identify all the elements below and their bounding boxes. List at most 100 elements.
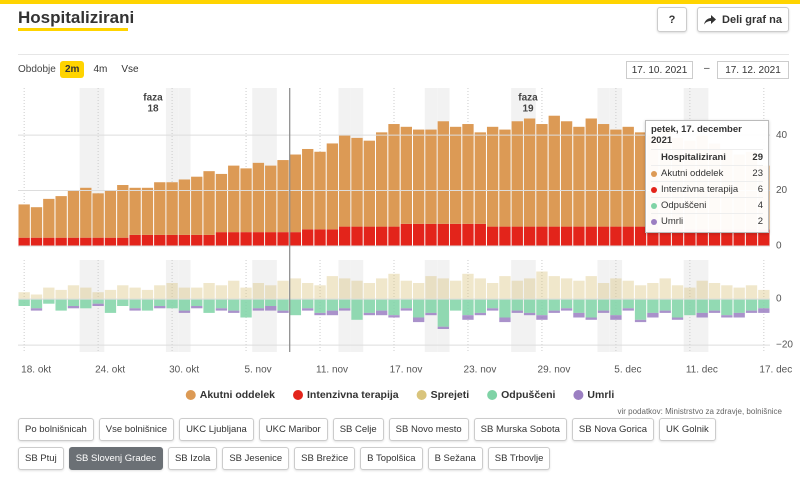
legend-label: Sprejeti	[431, 389, 470, 401]
date-from[interactable]: 17. 10. 2021	[626, 61, 693, 79]
bar	[228, 165, 240, 233]
help-button[interactable]: ?	[657, 7, 687, 32]
bar	[425, 129, 437, 224]
filter-button[interactable]: B Sežana	[427, 447, 483, 470]
bar	[92, 299, 104, 304]
filter-button[interactable]: SB Novo mesto	[388, 418, 469, 441]
period-options: 2m 4m Vse	[60, 61, 144, 78]
bar	[92, 237, 104, 246]
bar	[339, 308, 351, 311]
bar	[449, 223, 462, 246]
bar	[18, 299, 30, 306]
bar	[388, 226, 400, 246]
bar	[191, 287, 203, 300]
bar	[745, 285, 758, 300]
y-tick-label: 0	[776, 241, 782, 252]
tooltip-row: Hospitalizirani 29	[651, 149, 763, 165]
period-option[interactable]: 4m	[93, 64, 108, 75]
filter-button[interactable]: B Topolšica	[360, 447, 423, 470]
filter-button[interactable]: SB Slovenj Gradec	[68, 447, 163, 470]
bar	[536, 299, 548, 316]
filter-button[interactable]: Vse bolnišnice	[98, 418, 175, 441]
filter-button[interactable]: UK Golnik	[659, 418, 716, 441]
date-to[interactable]: 17. 12. 2021	[717, 61, 789, 79]
share-button[interactable]: Deli graf na	[697, 7, 789, 32]
period-option[interactable]: Vse	[121, 64, 139, 75]
bar	[499, 226, 511, 246]
bar	[314, 229, 326, 246]
filter-button[interactable]: SB Murska Sobota	[473, 418, 567, 441]
bar	[647, 299, 659, 313]
filter-button[interactable]: UKC Ljubljana	[179, 418, 254, 441]
tooltip-value: 23	[752, 168, 763, 179]
bar	[634, 226, 647, 246]
bar	[721, 229, 733, 246]
bar	[622, 226, 634, 246]
tooltip-value: 4	[757, 200, 763, 211]
legend: Akutni oddelek Intenzivna terapija Sprejet…	[185, 389, 614, 401]
bar	[585, 317, 597, 320]
bar	[376, 132, 388, 227]
bar	[523, 278, 536, 300]
bar	[104, 289, 117, 300]
bar	[425, 276, 437, 300]
period-option[interactable]: 2m	[60, 61, 85, 78]
filter-button[interactable]: SB Celje	[332, 418, 384, 441]
phase-label: 19	[522, 104, 534, 115]
bar	[486, 283, 499, 300]
bar	[733, 287, 745, 300]
bar	[733, 312, 745, 318]
filter-button[interactable]: SB Trbovlje	[487, 447, 551, 470]
filter-button[interactable]: UKC Maribor	[258, 418, 328, 441]
bar	[178, 287, 191, 300]
bar	[511, 299, 523, 311]
bar	[252, 299, 265, 309]
bar	[708, 299, 721, 311]
bar	[758, 229, 770, 246]
bar	[758, 299, 770, 309]
share-icon	[704, 14, 717, 24]
bar	[129, 234, 141, 246]
filter-button[interactable]: SB Brežice	[294, 447, 356, 470]
bar	[462, 273, 474, 300]
bar	[191, 234, 203, 246]
bar	[659, 229, 671, 246]
filter-button[interactable]: SB Ptuj	[18, 447, 64, 470]
separator	[18, 54, 789, 55]
bar	[400, 308, 412, 311]
bar	[30, 308, 43, 311]
bar	[339, 135, 351, 227]
title-underline	[18, 28, 128, 31]
y-tick-label: 0	[776, 294, 782, 305]
filter-button[interactable]: SB Izola	[167, 447, 218, 470]
tooltip-row: Umrli 2	[651, 213, 763, 229]
bar	[302, 148, 314, 230]
bar	[536, 124, 548, 227]
bar	[499, 129, 511, 227]
bar	[499, 317, 511, 323]
legend-marker	[487, 390, 498, 400]
bar	[573, 226, 585, 246]
bar	[376, 278, 388, 300]
bar	[129, 308, 141, 311]
bar	[326, 276, 339, 300]
bar	[326, 310, 339, 316]
filter-button[interactable]: Po bolnišnicah	[18, 418, 94, 441]
bar	[252, 162, 265, 233]
bar	[104, 299, 117, 313]
bar	[265, 306, 277, 311]
bar	[265, 285, 277, 300]
bar	[314, 285, 326, 300]
filter-button[interactable]: SB Nova Gorica	[571, 418, 655, 441]
bar	[43, 198, 55, 238]
bar	[622, 126, 634, 227]
bar	[363, 312, 376, 316]
bar	[215, 308, 228, 311]
bar	[351, 299, 363, 320]
bar	[536, 226, 548, 246]
filter-button[interactable]: SB Jesenice	[222, 447, 290, 470]
bar	[721, 285, 733, 300]
bar	[92, 303, 104, 306]
bar	[178, 299, 191, 311]
bar	[745, 310, 758, 313]
